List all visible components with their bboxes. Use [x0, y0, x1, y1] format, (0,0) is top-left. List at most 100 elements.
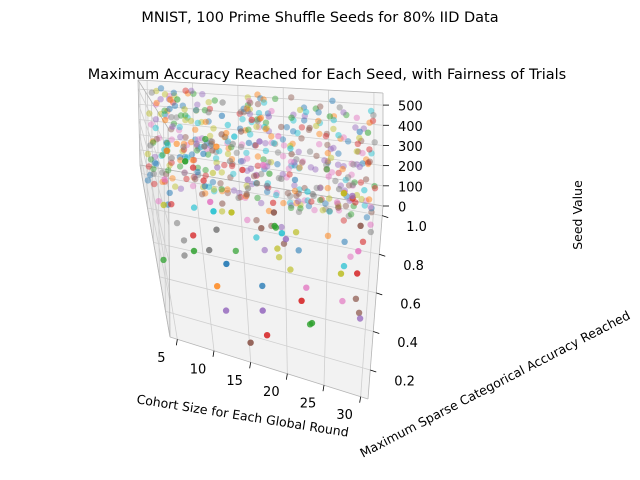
data-point [173, 114, 180, 121]
data-point [256, 138, 263, 145]
data-point [365, 159, 372, 166]
data-point [273, 191, 280, 199]
data-point [303, 284, 310, 291]
data-point [205, 118, 212, 125]
data-point [279, 136, 287, 143]
data-point [334, 161, 342, 168]
data-point [193, 142, 201, 149]
data-point [237, 143, 245, 151]
data-point [291, 159, 298, 166]
data-point [182, 87, 189, 94]
data-point [308, 198, 315, 205]
z-gridline [138, 134, 170, 263]
data-point [308, 319, 316, 327]
data-point [177, 112, 185, 119]
data-point [193, 147, 201, 154]
data-point [286, 171, 293, 178]
data-point [323, 130, 330, 138]
data-point [235, 194, 242, 201]
z-gridline [138, 104, 169, 188]
data-point [260, 156, 267, 163]
data-point [365, 160, 372, 168]
data-point [301, 197, 308, 204]
data-point [246, 106, 253, 113]
data-point [188, 87, 195, 95]
data-point [190, 90, 197, 97]
data-point [258, 199, 265, 207]
tick-mark [285, 373, 288, 380]
data-point [153, 99, 160, 107]
data-point [162, 170, 170, 178]
data-point [354, 140, 361, 147]
data-point [280, 199, 287, 207]
data-point [249, 180, 256, 188]
data-point [283, 124, 290, 131]
data-point [349, 182, 356, 189]
data-point [191, 173, 198, 181]
data-point [177, 185, 185, 192]
data-point [313, 152, 320, 160]
data-point [238, 141, 246, 148]
data-point [147, 156, 155, 163]
data-point [230, 187, 238, 194]
data-point [291, 182, 298, 189]
data-point [288, 162, 295, 169]
data-point [161, 111, 168, 118]
data-point [343, 111, 350, 119]
tick-mark [382, 215, 389, 219]
data-point [190, 232, 197, 239]
z-gridline [138, 88, 384, 106]
data-point [221, 161, 228, 169]
data-point [316, 184, 324, 192]
data-point [158, 152, 165, 159]
tick-mark [379, 253, 386, 257]
data-point [351, 179, 358, 186]
data-point [222, 307, 230, 314]
data-point [353, 161, 360, 168]
axis-edges [137, 79, 384, 400]
data-point [146, 171, 154, 179]
y-gridline [147, 207, 380, 255]
tick-labels: 5 10 15 20 25 30 0.2 0.4 0.6 0.8 1.00 100 200 300 400 5… [157, 100, 427, 424]
data-point [200, 150, 207, 157]
data-point [152, 116, 160, 123]
data-point [312, 105, 319, 112]
data-point [278, 175, 285, 182]
data-point [223, 260, 230, 268]
data-point [219, 200, 226, 207]
data-point [213, 143, 220, 150]
data-point [353, 114, 360, 122]
data-point [261, 246, 268, 254]
data-point [188, 138, 195, 146]
data-point [232, 247, 239, 255]
data-point [229, 140, 236, 148]
data-point [369, 117, 377, 125]
data-point [287, 204, 295, 211]
data-point [321, 157, 328, 164]
data-point [161, 91, 169, 98]
data-point [324, 159, 332, 166]
data-point [218, 131, 225, 138]
data-point [264, 180, 272, 187]
data-point [296, 164, 303, 171]
data-point [174, 96, 181, 103]
data-point [330, 144, 337, 152]
data-point [244, 107, 251, 115]
data-point [361, 187, 368, 194]
data-point [367, 228, 374, 236]
data-point [166, 189, 173, 197]
data-point [210, 186, 218, 193]
z-tick-label: 100 [398, 180, 423, 195]
data-point [218, 112, 226, 120]
data-point [205, 99, 212, 106]
data-point [250, 172, 258, 180]
data-point [198, 118, 205, 126]
data-point [322, 200, 329, 207]
data-point [317, 197, 324, 204]
x-tick-label: 15 [226, 374, 243, 389]
data-point [239, 166, 246, 174]
data-point [230, 170, 237, 178]
data-point [170, 120, 178, 127]
data-point [153, 87, 160, 95]
